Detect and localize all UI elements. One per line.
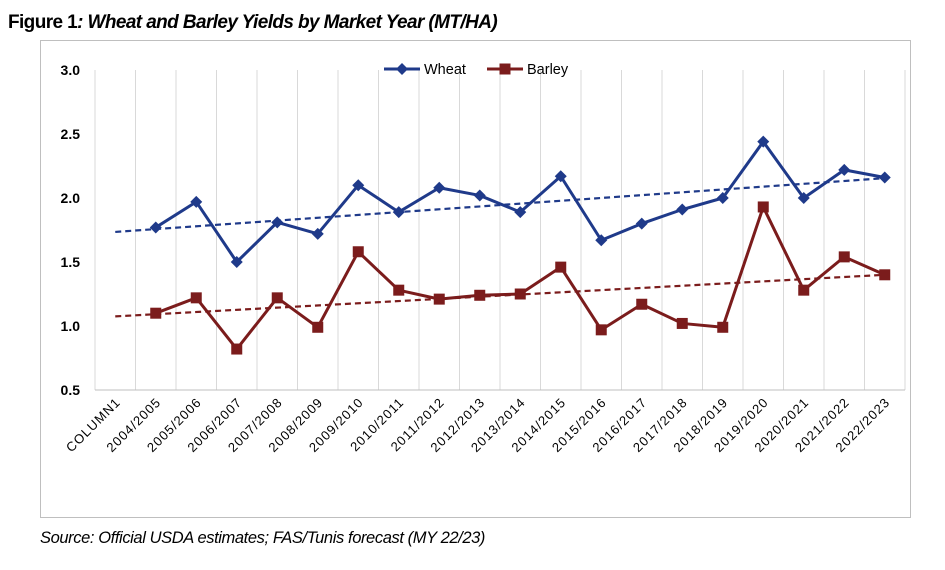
data-point-barley [555, 261, 567, 273]
figure-title: Figure 1: Wheat and Barley Yields by Mar… [8, 12, 498, 34]
data-point-wheat [392, 206, 405, 219]
y-tick-label: 3.0 [61, 62, 81, 78]
axes: 0.51.01.52.02.53.0COLUMN12004/20052005/2… [61, 62, 905, 455]
data-point-barley [150, 307, 162, 319]
series-line-barley [155, 205, 886, 351]
data-point-barley [312, 321, 324, 333]
legend: Wheat Barley [384, 62, 569, 78]
data-point-wheat [190, 195, 203, 208]
series-line-wheat [154, 140, 886, 264]
data-point-wheat [838, 163, 851, 176]
figure-title-separator: : [77, 12, 88, 33]
data-point-wheat [797, 192, 810, 204]
data-point-wheat [595, 234, 608, 247]
data-point-barley [676, 317, 688, 329]
data-point-barley [798, 284, 810, 296]
y-tick-label: 0.5 [61, 382, 81, 398]
data-point-wheat [716, 192, 729, 204]
source-note: Source: Official USDA estimates; FAS/Tun… [40, 529, 485, 547]
y-tick-label: 2.0 [61, 190, 81, 206]
legend-label-wheat: Wheat [424, 62, 466, 78]
data-point-barley [433, 293, 445, 305]
data-point-barley [190, 292, 202, 304]
data-point-wheat [878, 171, 891, 184]
data-point-barley [717, 321, 729, 333]
data-point-barley [636, 298, 648, 310]
data-point-wheat [676, 203, 689, 216]
figure-title-text: Wheat and Barley Yields by Market Year (… [87, 12, 498, 33]
chart-frame [40, 40, 911, 518]
data-point-wheat [757, 135, 770, 148]
data-point-barley [231, 343, 243, 355]
data-point-barley [474, 289, 486, 301]
data-point-wheat [473, 189, 486, 202]
data-point-wheat [554, 170, 567, 183]
data-point-wheat [230, 256, 243, 268]
data-point-barley [757, 201, 769, 213]
data-point-barley [838, 251, 850, 263]
y-tick-label: 1.5 [61, 254, 81, 270]
data-point-wheat [271, 216, 284, 229]
data-point-wheat [149, 221, 162, 234]
figure-label: Figure 1 [8, 12, 78, 33]
data-point-wheat [635, 217, 648, 230]
data-point-barley [879, 269, 891, 281]
y-tick-label: 1.0 [61, 318, 81, 334]
data-point-barley [514, 288, 526, 300]
series [149, 135, 891, 355]
legend-label-barley: Barley [527, 62, 569, 78]
data-point-wheat [352, 179, 365, 192]
data-point-wheat [311, 227, 324, 240]
data-point-wheat [514, 206, 527, 219]
data-point-barley [352, 246, 364, 258]
legend-marker-barley [499, 63, 511, 75]
y-tick-label: 2.5 [61, 126, 81, 142]
data-point-barley [271, 292, 283, 304]
gridlines [94, 70, 906, 390]
data-point-barley [393, 284, 405, 296]
data-point-barley [595, 324, 607, 336]
data-point-wheat [433, 181, 446, 194]
legend-marker-wheat [396, 63, 408, 75]
